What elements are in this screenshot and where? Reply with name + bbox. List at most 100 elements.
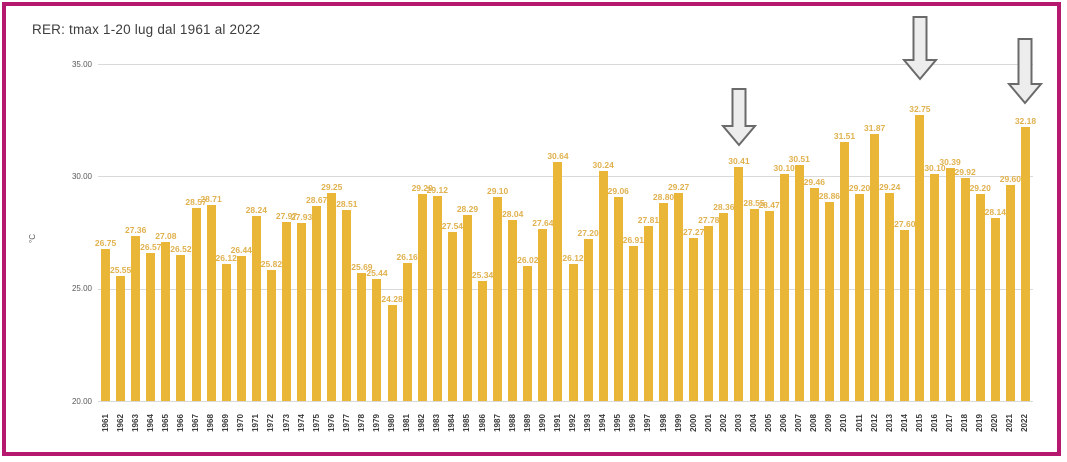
y-axis-label: °C: [27, 234, 37, 243]
annotation-arrow-2015: [901, 16, 939, 81]
x-tick-label-2017: 2017: [945, 414, 955, 432]
x-tick-label-1981: 1981: [402, 414, 412, 432]
x-tick-label-1990: 1990: [537, 414, 547, 432]
bar-value-label: 29.60: [999, 174, 1022, 185]
x-tick-label-1976: 1976: [326, 414, 336, 432]
x-tick-label-1997: 1997: [643, 414, 653, 432]
bar-1981: [402, 262, 412, 401]
x-tick-label-1979: 1979: [371, 414, 381, 432]
bar-1997: [643, 225, 653, 401]
x-tick-label-2011: 2011: [854, 414, 864, 432]
annotation-arrow-2022: [1007, 38, 1044, 105]
x-tick-label-2007: 2007: [794, 414, 804, 432]
bar-2004: [749, 208, 759, 401]
x-tick-label-1969: 1969: [221, 414, 231, 432]
x-tick-label-1967: 1967: [191, 414, 201, 432]
bar-value-label: 28.51: [336, 198, 358, 209]
bar-2020: [990, 218, 1000, 401]
bar-1968: [206, 205, 216, 401]
bar-value-label: 25.34: [471, 270, 494, 281]
bar-1965: [161, 241, 171, 401]
x-tick-label-1987: 1987: [492, 414, 502, 432]
bar-value-label: 30.10: [924, 163, 946, 174]
bar-value-label: 29.20: [411, 183, 433, 194]
bar-1989: [523, 265, 533, 401]
x-tick-label-1994: 1994: [598, 414, 608, 432]
bar-value-label: 25.55: [109, 265, 132, 276]
bar-2019: [975, 194, 985, 401]
bar-1988: [508, 220, 518, 401]
bar-1980: [387, 304, 397, 401]
bar-value-label: 30.51: [788, 153, 810, 164]
x-tick-label-1986: 1986: [477, 414, 487, 432]
bar-value-label: 25.82: [260, 259, 283, 270]
x-tick-label-1983: 1983: [432, 414, 442, 432]
x-tick-label-2016: 2016: [929, 414, 939, 432]
bar-2009: [824, 201, 834, 401]
bar-value-label: 27.78: [698, 215, 720, 226]
bar-1990: [538, 229, 548, 401]
x-tick-label-2022: 2022: [1020, 414, 1030, 432]
bar-value-label: 32.75: [909, 103, 931, 114]
bar-1961: [101, 249, 111, 401]
bar-2015: [915, 114, 925, 401]
x-tick-label-2020: 2020: [990, 414, 1000, 432]
bar-value-label: 30.24: [592, 159, 614, 170]
bar-value-label: 32.18: [1014, 116, 1037, 127]
bar-1987: [493, 196, 503, 401]
x-tick-label-2010: 2010: [839, 414, 849, 432]
bar-value-label: 27.27: [683, 226, 705, 237]
bar-1984: [447, 231, 457, 401]
bar-2006: [779, 174, 789, 401]
bar-value-label: 30.64: [547, 150, 569, 161]
bar-value-label: 28.67: [306, 195, 328, 206]
bar-value-label: 29.06: [607, 186, 629, 197]
bar-1974: [297, 222, 307, 401]
x-tick-label-1964: 1964: [145, 414, 155, 432]
bar-1970: [236, 256, 246, 401]
bar-value-label: 29.10: [486, 185, 509, 196]
bar-value-label: 29.20: [848, 183, 871, 194]
bar-2022: [1020, 127, 1030, 401]
bar-value-label: 27.54: [441, 220, 464, 231]
x-tick-label-1978: 1978: [356, 414, 366, 432]
x-tick-label-2001: 2001: [703, 414, 713, 432]
bar-1983: [432, 196, 442, 401]
x-tick-label-2019: 2019: [975, 414, 985, 432]
x-tick-label-1996: 1996: [628, 414, 638, 432]
bar-1993: [583, 239, 593, 401]
bar-value-label: 25.69: [351, 262, 373, 273]
x-tick-label-1963: 1963: [130, 414, 140, 432]
x-tick-label-2003: 2003: [733, 414, 743, 432]
bar-1963: [131, 235, 141, 401]
x-tick-label-1985: 1985: [462, 414, 472, 432]
bar-1966: [176, 254, 186, 401]
bar-value-label: 26.75: [94, 238, 117, 249]
bar-1996: [628, 245, 638, 401]
bar-value-label: 26.52: [170, 243, 192, 254]
chart-frame: RER: tmax 1-20 lug dal 1961 al 2022 °C 3…: [2, 2, 1061, 456]
bar-1991: [553, 161, 563, 401]
bar-value-label: 30.41: [728, 156, 750, 167]
bar-value-label: 27.81: [637, 214, 660, 225]
y-tick-label: 25.00: [71, 284, 92, 294]
gridline: [98, 288, 1033, 290]
x-tick-label-1965: 1965: [160, 414, 170, 432]
x-tick-label-1966: 1966: [175, 414, 185, 432]
x-tick-label-1989: 1989: [522, 414, 532, 432]
x-tick-label-1968: 1968: [206, 414, 216, 432]
x-axis: 1961 1962 1963 1964 1965 1966 1967 1968 1969 1970…: [98, 403, 1033, 449]
bar-1986: [478, 281, 488, 401]
bar-1967: [191, 208, 201, 401]
bar-value-label: 28.71: [200, 194, 222, 205]
bar-value-label: 28.55: [743, 197, 765, 208]
x-tick-label-1984: 1984: [447, 414, 457, 432]
bar-value-label: 29.46: [803, 177, 825, 188]
bar-1998: [659, 203, 669, 401]
bar-2001: [704, 226, 714, 401]
bar-value-label: 29.92: [954, 167, 976, 178]
bar-1973: [282, 221, 291, 401]
gridline: [98, 176, 1033, 178]
bar-2003: [734, 167, 744, 401]
bar-2017: [945, 167, 955, 401]
